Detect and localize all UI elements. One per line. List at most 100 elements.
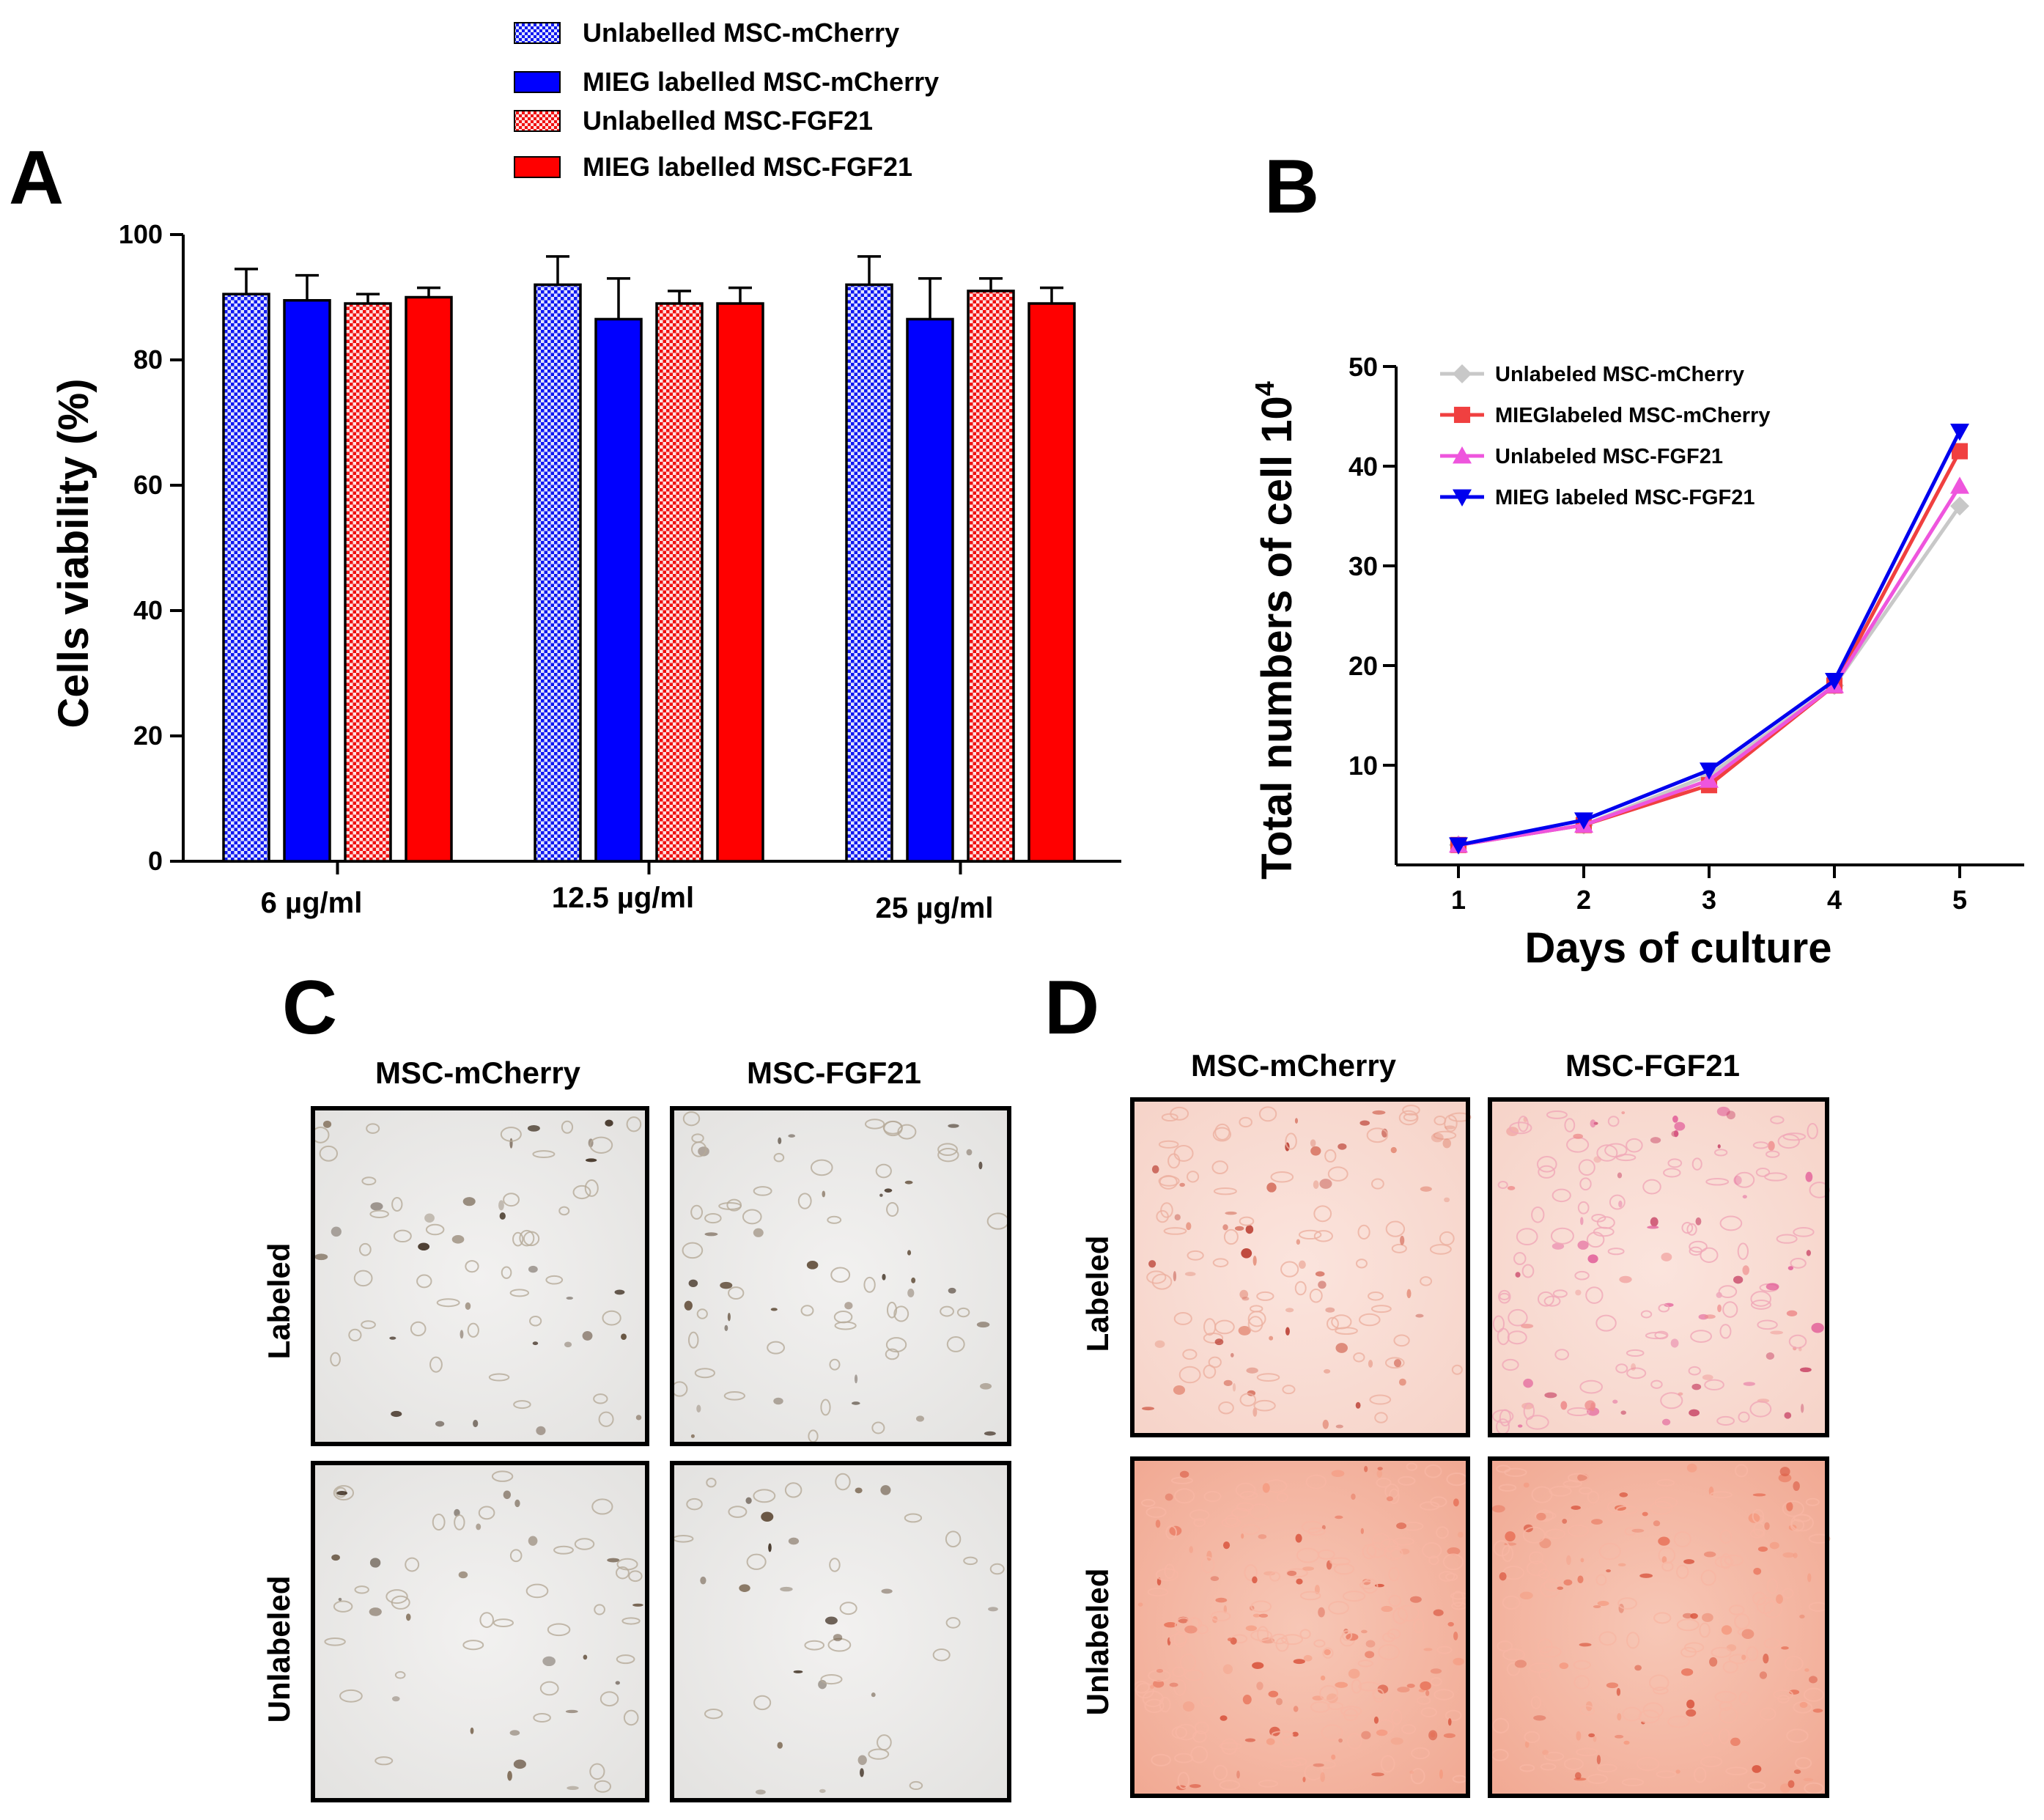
- panel-letter-b: B: [1264, 144, 1319, 229]
- panel-letter-c: C: [282, 965, 337, 1050]
- y-tick-label-a: 80: [133, 345, 163, 375]
- legend-a: Unlabelled MSC-mCherry MIEG labelled MSC-…: [514, 18, 939, 182]
- data-point-1-5: [1950, 496, 1969, 516]
- bar-4-3: [1027, 302, 1076, 863]
- y-tick-label-a: 20: [133, 721, 163, 751]
- legend-label-a: MIEG labelled MSC-FGF21: [583, 152, 912, 182]
- bar-3-1: [344, 302, 392, 863]
- error-bar-1-1: [235, 268, 258, 295]
- x-label-a: 12.5 µg/ml: [552, 882, 694, 914]
- data-point-2-5: [1951, 443, 1969, 460]
- legend-label-b: Unlabeled MSC-FGF21: [1495, 445, 1723, 468]
- error-bar-1-2: [546, 255, 569, 285]
- c-micrograph-unlabeled-fgf21: [670, 1461, 1011, 1802]
- y-tick-label-b: 40: [1348, 452, 1378, 482]
- legend-swatch-a: [514, 110, 561, 132]
- error-bar-1-3: [857, 255, 881, 285]
- d-micrograph-unlabeled-fgf21: [1488, 1456, 1831, 1798]
- error-bar-3-1: [356, 292, 380, 304]
- y-axis-title-a: Cells viability (%): [50, 378, 97, 728]
- d-row-label-labeled: Labeled: [1080, 1236, 1115, 1352]
- legend-marker-b: [1453, 364, 1472, 383]
- data-point-4-2: [1574, 812, 1593, 830]
- error-bar-4-3: [1040, 286, 1063, 304]
- x-label-a: 6 µg/ml: [261, 887, 363, 919]
- x-ticks-b: 1 2 3 4 5: [1451, 865, 1967, 915]
- c-micrograph-labeled-mcherry: [311, 1106, 649, 1446]
- y-tick-label-b: 50: [1348, 352, 1378, 382]
- c-row-label-labeled: Labeled: [262, 1243, 296, 1360]
- x-tick-label-b: 1: [1451, 885, 1466, 915]
- c-col-header-fgf21: MSC-FGF21: [747, 1055, 921, 1090]
- panel-b: B Total numbers of cell 104 10 20 30 40 50 1…: [1250, 144, 2024, 972]
- bar-4-1: [405, 295, 453, 863]
- y-tick-label-a: 100: [119, 219, 163, 249]
- x-label-a: 25 µg/ml: [876, 892, 994, 924]
- y-tick-label-b: 20: [1348, 651, 1378, 681]
- series-b: [1449, 424, 1969, 855]
- d-col-header-fgf21: MSC-FGF21: [1565, 1048, 1740, 1083]
- panel-a: A Unlabelled MSC-mCherry MIEG labelled MS…: [9, 18, 1121, 924]
- legend-label-a: Unlabelled MSC-mCherry: [583, 18, 899, 48]
- panel-c: C MSC-mCherry MSC-FGF21 Labeled Unlabele…: [262, 965, 1011, 1802]
- bar-4-2: [716, 302, 764, 863]
- error-bar-3-3: [979, 277, 1003, 291]
- legend-label-a: MIEG labelled MSC-mCherry: [583, 67, 939, 97]
- legend-marker-b: [1453, 406, 1471, 424]
- y-tick-label-b: 10: [1348, 751, 1378, 781]
- c-micrograph-unlabeled-mcherry: [311, 1461, 649, 1802]
- bar-1-3: [845, 283, 893, 863]
- x-axis-title-b: Days of culture: [1525, 924, 1832, 972]
- c-col-header-mcherry: MSC-mCherry: [375, 1055, 581, 1090]
- panel-letter-a: A: [9, 136, 64, 221]
- d-micrograph-unlabeled-mcherry: [1130, 1456, 1470, 1798]
- error-bar-3-2: [668, 290, 691, 304]
- x-labels-a: 6 µg/ml 12.5 µg/ml 25 µg/ml: [261, 882, 994, 924]
- data-point-3-5: [1950, 476, 1969, 494]
- x-tick-label-b: 3: [1702, 885, 1716, 915]
- panel-letter-d: D: [1044, 965, 1099, 1050]
- bar-1-2: [534, 283, 582, 863]
- legend-swatch-a: [514, 22, 561, 44]
- error-bar-2-1: [295, 273, 319, 301]
- legend-swatch-a: [514, 71, 561, 93]
- error-bar-4-1: [417, 286, 440, 298]
- y-ticks-a: 0 20 40 60 80 100: [119, 219, 183, 876]
- y-axis-title-b: Total numbers of cell 104: [1250, 381, 1301, 880]
- legend-label-b: Unlabeled MSC-mCherry: [1495, 363, 1744, 386]
- error-bar-2-3: [918, 277, 942, 320]
- d-row-label-unlabeled: Unlabeled: [1080, 1569, 1115, 1716]
- error-bar-4-2: [728, 286, 752, 304]
- bar-3-2: [655, 302, 704, 863]
- bar-2-2: [594, 317, 643, 863]
- d-micrograph-labeled-mcherry: [1130, 1097, 1472, 1437]
- c-micrograph-labeled-fgf21: [670, 1106, 1011, 1446]
- data-point-4-3: [1700, 762, 1719, 780]
- c-row-label-unlabeled: Unlabeled: [262, 1576, 296, 1723]
- y-tick-label-a: 60: [133, 470, 163, 500]
- legend-label-a: Unlabelled MSC-FGF21: [583, 106, 873, 136]
- x-tick-label-b: 4: [1827, 885, 1842, 915]
- legend-b: Unlabeled MSC-mCherry MIEGlabeled MSC-mCh…: [1440, 363, 1770, 509]
- bar-2-1: [283, 299, 331, 863]
- data-point-4-5: [1950, 424, 1969, 441]
- x-tick-label-b: 5: [1952, 885, 1967, 915]
- legend-label-b: MIEGlabeled MSC-mCherry: [1495, 404, 1770, 427]
- d-micrograph-labeled-fgf21: [1488, 1097, 1830, 1437]
- d-col-header-mcherry: MSC-mCherry: [1191, 1048, 1397, 1083]
- axes-a: [182, 235, 1121, 863]
- legend-marker-b: [1453, 489, 1472, 506]
- bar-2-3: [906, 317, 954, 863]
- legend-swatch-a: [514, 156, 561, 178]
- y-tick-label-a: 40: [133, 595, 163, 625]
- series-line-1: [1458, 504, 1962, 847]
- legend-marker-b: [1453, 446, 1472, 464]
- panel-d: D MSC-mCherry MSC-FGF21 Labeled Unlabele…: [1044, 965, 1831, 1798]
- bars-a: [222, 255, 1076, 874]
- y-ticks-b: 10 20 30 40 50: [1348, 352, 1396, 781]
- error-bar-2-2: [607, 277, 630, 320]
- y-tick-label-b: 30: [1348, 551, 1378, 581]
- data-point-4-4: [1825, 673, 1844, 690]
- data-point-4-1: [1449, 837, 1468, 855]
